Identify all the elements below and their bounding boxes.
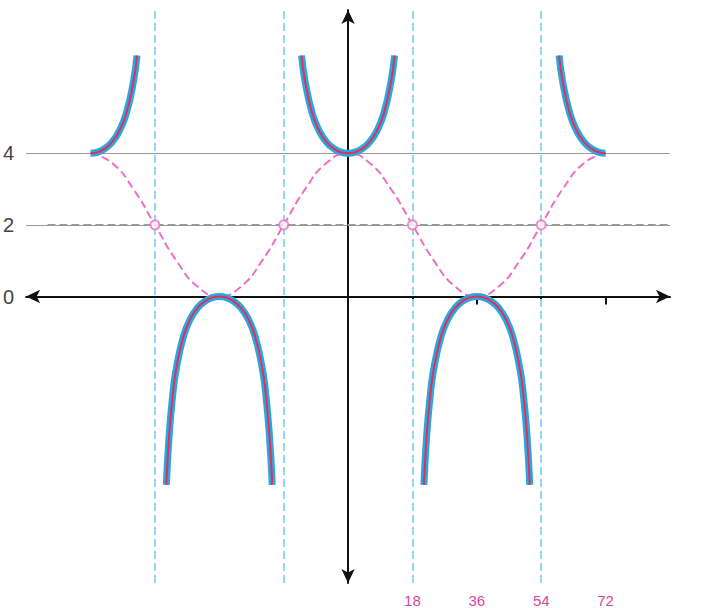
svg-text:18: 18 (404, 592, 421, 608)
svg-text:72: 72 (597, 592, 614, 608)
svg-text:0: 0 (3, 286, 14, 308)
svg-text:2: 2 (3, 214, 14, 236)
svg-text:54: 54 (533, 592, 550, 608)
svg-text:36: 36 (468, 592, 485, 608)
svg-text:4: 4 (3, 142, 14, 164)
